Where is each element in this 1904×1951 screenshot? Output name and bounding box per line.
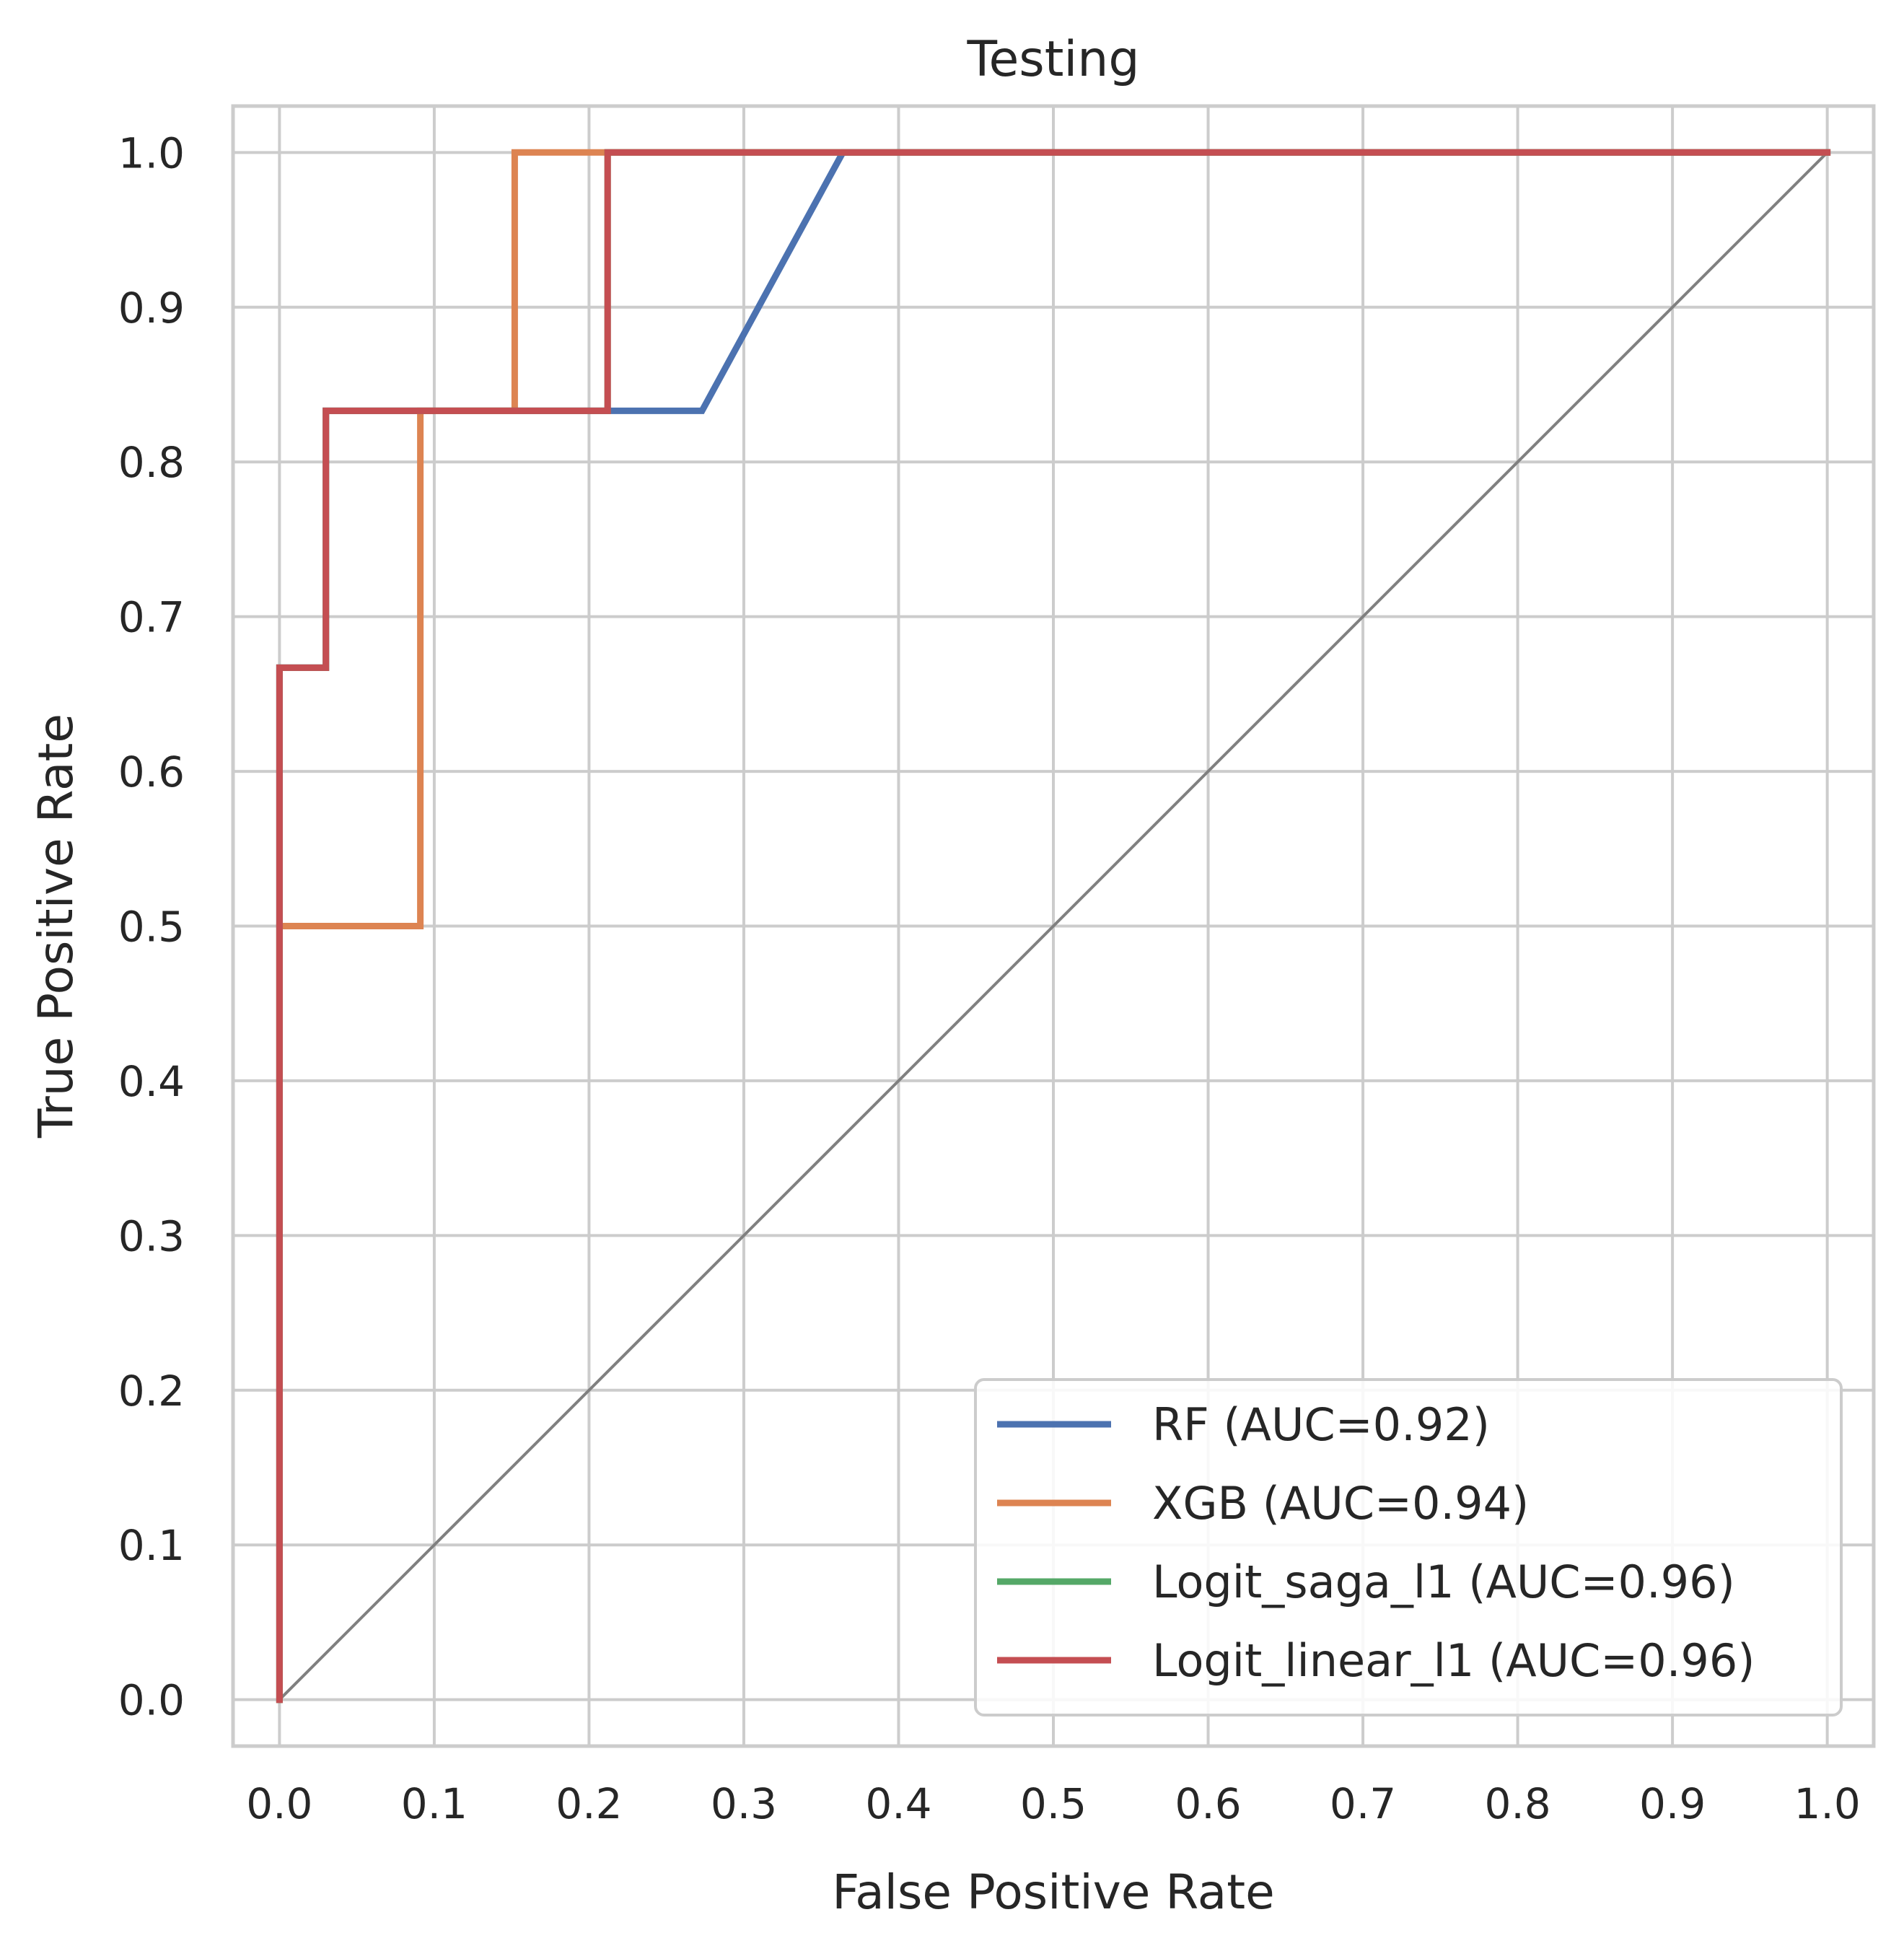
y-tick-label: 0.2 xyxy=(118,1367,185,1416)
legend-label: Logit_linear_l1 (AUC=0.96) xyxy=(1152,1634,1755,1687)
y-tick-label: 0.3 xyxy=(118,1211,185,1261)
plot-frame xyxy=(231,104,1876,1748)
legend-label: Logit_saga_l1 (AUC=0.96) xyxy=(1152,1556,1735,1608)
y-tick-label: 0.7 xyxy=(118,593,185,642)
y-tick-labels: 0.0 0.1 0.2 0.3 0.4 0.5 0.6 0.7 0.8 0.9 1.0 xyxy=(118,128,185,1724)
y-tick-label: 0.5 xyxy=(118,903,185,952)
y-tick-label: 0.1 xyxy=(118,1521,185,1570)
x-tick-label: 0.0 xyxy=(246,1779,312,1828)
y-tick-label: 0.6 xyxy=(118,747,185,797)
reference-line xyxy=(278,151,1829,1701)
chart-title: Testing xyxy=(966,31,1139,88)
legend-label: RF (AUC=0.92) xyxy=(1152,1398,1490,1451)
x-tick-label: 0.1 xyxy=(401,1779,468,1828)
y-tick-label: 0.8 xyxy=(118,438,185,487)
reference-diagonal xyxy=(278,151,1829,1701)
x-tick-label: 0.8 xyxy=(1484,1779,1550,1828)
x-tick-label: 0.4 xyxy=(865,1779,931,1828)
legend: RF (AUC=0.92) XGB (AUC=0.94) Logit_saga_l1… xyxy=(974,1378,1843,1717)
y-tick-label: 0.9 xyxy=(118,284,185,333)
series-line-3 xyxy=(276,149,1831,1704)
x-tick-label: 0.2 xyxy=(556,1779,622,1828)
x-tick-labels: 0.0 0.1 0.2 0.3 0.4 0.5 0.6 0.7 0.8 0.9 1.0 xyxy=(246,1779,1861,1828)
x-tick-label: 1.0 xyxy=(1794,1779,1861,1828)
x-axis-title: False Positive Rate xyxy=(832,1864,1274,1920)
legend-box xyxy=(974,1378,1843,1717)
y-axis-title: True Positive Rate xyxy=(28,714,84,1139)
legend-label: XGB (AUC=0.94) xyxy=(1152,1477,1529,1530)
y-tick-label: 0.0 xyxy=(118,1676,185,1725)
x-tick-label: 0.6 xyxy=(1175,1779,1241,1828)
series-lines xyxy=(276,149,1831,1704)
x-tick-label: 0.3 xyxy=(711,1779,777,1828)
x-tick-label: 0.9 xyxy=(1639,1779,1706,1828)
y-tick-label: 0.4 xyxy=(118,1057,185,1106)
y-tick-label: 1.0 xyxy=(118,128,185,177)
x-tick-label: 0.7 xyxy=(1330,1779,1396,1828)
x-tick-label: 0.5 xyxy=(1020,1779,1087,1828)
